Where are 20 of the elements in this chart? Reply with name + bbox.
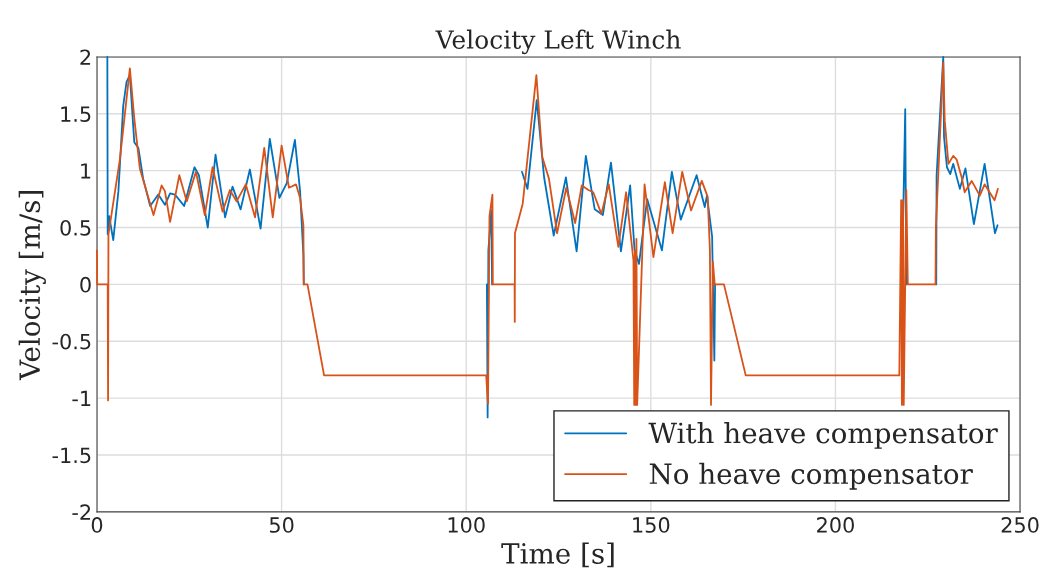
x-tick-label: 100: [448, 517, 485, 533]
chart-title: Velocity Left Winch: [435, 29, 681, 55]
y-tick-label: 1.5: [61, 106, 91, 123]
y-tick-label: 0: [80, 276, 91, 293]
y-tick-label: -0.5: [52, 333, 91, 350]
x-tick-label: 150: [633, 517, 670, 533]
y-tick-label: 2: [80, 49, 91, 65]
y-tick-label: -1.5: [52, 447, 91, 464]
legend-label: No heave compensator: [649, 462, 973, 490]
x-tick-label: 50: [269, 517, 294, 533]
y-axis-title: Velocity [m/s]: [18, 191, 46, 381]
x-tick-label: 0: [91, 517, 103, 533]
y-tick-label: 1: [81, 163, 91, 179]
y-tick-label: 0.5: [60, 219, 91, 236]
x-axis-title: Time [s]: [501, 542, 614, 568]
legend-label: With heave compensator: [648, 421, 998, 449]
y-tick-label: -1: [72, 390, 91, 407]
x-tick-label: 250: [1001, 517, 1039, 533]
y-tick-label: -2: [72, 504, 91, 520]
x-tick-label: 200: [817, 517, 854, 533]
